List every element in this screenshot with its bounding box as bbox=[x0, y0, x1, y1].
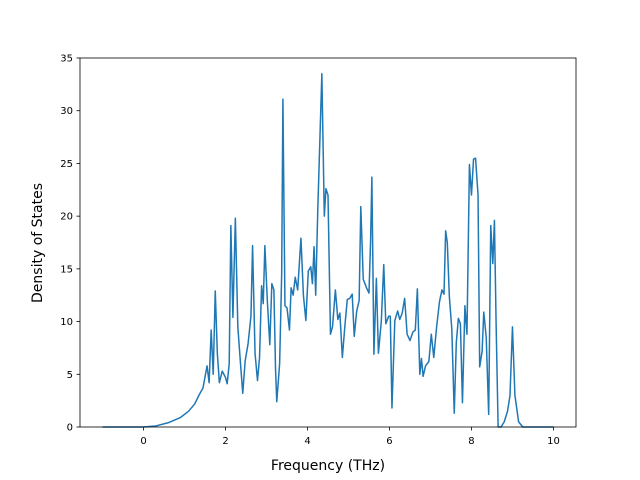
y-tick-label: 5 bbox=[67, 370, 73, 381]
x-tick-label: 8 bbox=[468, 436, 474, 447]
line-series bbox=[102, 73, 554, 428]
y-tick-label: 30 bbox=[60, 106, 73, 117]
x-tick-label: 2 bbox=[222, 436, 228, 447]
y-tick-label: 0 bbox=[67, 423, 73, 434]
y-tick-label: 10 bbox=[60, 317, 73, 328]
plot-frame bbox=[79, 57, 577, 428]
y-tick-label: 20 bbox=[60, 212, 73, 223]
x-tick-label: 0 bbox=[140, 436, 146, 447]
x-tick-label: 6 bbox=[386, 436, 392, 447]
x-axis-label: Frequency (THz) bbox=[271, 458, 385, 474]
y-axis-label: Density of States bbox=[30, 183, 46, 303]
y-tick-label: 35 bbox=[60, 54, 73, 65]
x-tick-label: 10 bbox=[547, 436, 560, 447]
y-tick-label: 25 bbox=[60, 159, 73, 170]
y-tick-label: 15 bbox=[60, 264, 73, 275]
x-tick-label: 4 bbox=[304, 436, 310, 447]
